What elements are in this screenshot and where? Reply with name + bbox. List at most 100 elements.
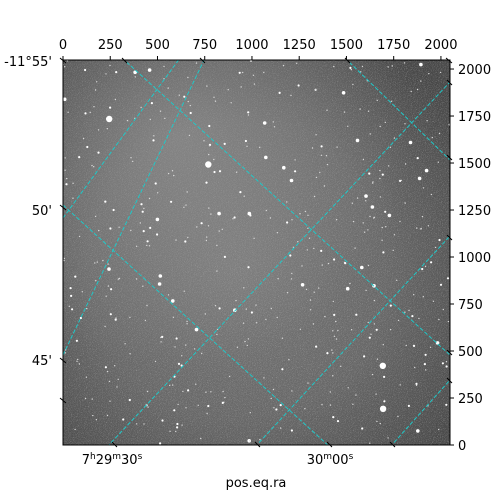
star bbox=[115, 71, 118, 74]
star bbox=[167, 172, 170, 175]
star bbox=[218, 170, 222, 173]
star bbox=[297, 241, 299, 243]
star bbox=[106, 414, 109, 417]
star bbox=[290, 429, 293, 432]
star bbox=[105, 73, 107, 75]
star bbox=[429, 346, 432, 348]
star bbox=[327, 262, 330, 265]
star bbox=[336, 420, 340, 423]
y-tick-label: 500 bbox=[458, 345, 483, 360]
star bbox=[79, 316, 82, 320]
star bbox=[140, 203, 143, 206]
star bbox=[399, 179, 402, 182]
star bbox=[216, 333, 218, 336]
star bbox=[329, 391, 331, 393]
plot-frame bbox=[62, 59, 451, 446]
star bbox=[76, 360, 78, 362]
star bbox=[67, 111, 69, 114]
star bbox=[265, 318, 267, 321]
star bbox=[297, 84, 300, 87]
star bbox=[335, 320, 337, 323]
star bbox=[189, 111, 192, 115]
star bbox=[142, 230, 145, 233]
star bbox=[247, 211, 252, 216]
star bbox=[379, 169, 381, 172]
star bbox=[387, 66, 389, 68]
star bbox=[148, 197, 151, 200]
star bbox=[270, 397, 272, 400]
star bbox=[262, 121, 267, 125]
star bbox=[431, 136, 433, 139]
star bbox=[102, 259, 104, 262]
star bbox=[216, 270, 218, 272]
star bbox=[124, 343, 126, 345]
star bbox=[320, 145, 323, 148]
star bbox=[424, 353, 427, 356]
star bbox=[177, 362, 181, 365]
star bbox=[313, 291, 315, 293]
star bbox=[175, 430, 177, 433]
star bbox=[122, 418, 125, 421]
star bbox=[282, 165, 286, 170]
x-tick-label: 1250 bbox=[283, 38, 316, 53]
star bbox=[63, 66, 66, 68]
star bbox=[349, 66, 352, 69]
star bbox=[404, 202, 406, 204]
star bbox=[315, 134, 317, 136]
star bbox=[149, 226, 152, 229]
star bbox=[172, 384, 174, 386]
star bbox=[337, 329, 339, 332]
star bbox=[332, 375, 334, 377]
star bbox=[341, 91, 346, 95]
star bbox=[361, 65, 364, 68]
star bbox=[318, 287, 320, 289]
star bbox=[247, 111, 250, 114]
star bbox=[445, 365, 448, 368]
star bbox=[78, 363, 81, 365]
star bbox=[390, 100, 393, 103]
star bbox=[154, 360, 157, 363]
star bbox=[96, 261, 99, 263]
star bbox=[415, 384, 418, 387]
star bbox=[315, 176, 318, 179]
star bbox=[438, 428, 440, 431]
star bbox=[315, 88, 317, 91]
star bbox=[347, 125, 349, 128]
star bbox=[126, 119, 129, 122]
y-tick-label: 250 bbox=[458, 392, 483, 407]
star bbox=[419, 62, 423, 67]
star bbox=[384, 210, 387, 213]
star bbox=[447, 320, 450, 323]
star bbox=[323, 185, 326, 187]
star bbox=[368, 336, 371, 339]
star bbox=[332, 330, 334, 332]
star bbox=[352, 83, 354, 86]
star bbox=[321, 264, 323, 266]
star bbox=[114, 98, 117, 101]
star-field bbox=[63, 60, 450, 445]
star bbox=[243, 195, 245, 197]
star bbox=[376, 99, 378, 102]
star bbox=[213, 158, 215, 161]
star bbox=[139, 222, 141, 224]
star bbox=[140, 106, 142, 109]
star bbox=[176, 422, 179, 426]
star bbox=[205, 181, 208, 184]
star bbox=[253, 83, 256, 85]
star bbox=[367, 229, 369, 231]
star bbox=[275, 408, 278, 411]
star bbox=[247, 266, 250, 269]
star bbox=[129, 353, 131, 355]
star bbox=[379, 362, 386, 369]
star bbox=[375, 393, 377, 395]
star bbox=[404, 123, 406, 125]
star bbox=[381, 226, 383, 229]
star bbox=[84, 68, 87, 72]
star bbox=[95, 280, 97, 282]
star bbox=[70, 294, 73, 297]
star bbox=[313, 247, 315, 250]
star bbox=[81, 291, 84, 293]
star bbox=[106, 370, 109, 373]
star bbox=[383, 400, 386, 403]
star bbox=[281, 368, 284, 371]
